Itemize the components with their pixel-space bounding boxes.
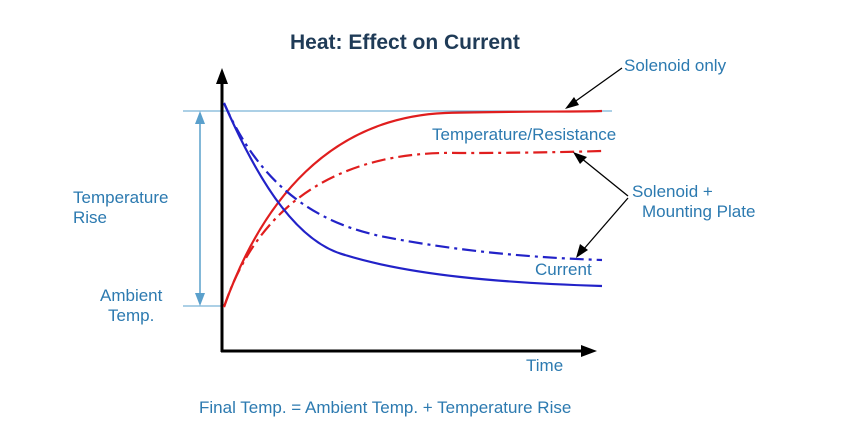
temperature-curve-solenoid-plate xyxy=(222,149,603,308)
solenoid-only-label: Solenoid only xyxy=(624,56,727,75)
temperature-rise-arrowhead-bottom xyxy=(195,293,205,306)
callout-arrowhead-plate-current xyxy=(576,244,588,258)
ambient-temp-label: Ambient Temp. xyxy=(100,286,162,327)
diagram-title: Heat: Effect on Current xyxy=(290,31,520,54)
x-axis-arrowhead xyxy=(581,345,597,357)
temperature-curve-solenoid-only xyxy=(222,109,603,308)
solenoid-plate-label-line1: Solenoid + xyxy=(632,182,713,201)
temperature-rise-arrowhead-top xyxy=(195,111,205,124)
callout-arrow-plate-current xyxy=(582,197,629,251)
callout-arrow-plate-temperature xyxy=(580,157,629,197)
y-axis-arrowhead xyxy=(216,68,228,84)
callout-arrowhead-plate-temperature xyxy=(573,152,587,164)
temperature-rise-label: Temperature Rise xyxy=(73,188,168,229)
current-curve-solenoid-only xyxy=(222,102,603,288)
temperature-rise-label-line1: Temperature xyxy=(73,188,169,207)
current-label: Current xyxy=(535,260,592,279)
callout-arrow-solenoid-only xyxy=(572,67,623,104)
temperature-rise-label-line2: Rise xyxy=(73,208,108,228)
temperature-resistance-label: Temperature/Resistance xyxy=(432,125,617,144)
solenoid-plate-label: Solenoid + Mounting Plate xyxy=(632,182,755,223)
ambient-temp-label-line1: Ambient xyxy=(100,286,163,305)
ambient-temp-label-line2: Temp. xyxy=(108,306,155,326)
time-axis-label: Time xyxy=(526,356,564,375)
solenoid-plate-label-line2: Mounting Plate xyxy=(642,202,756,222)
callout-arrowhead-solenoid-only xyxy=(565,97,579,109)
final-temp-formula: Final Temp. = Ambient Temp. + Temperatur… xyxy=(199,398,572,417)
